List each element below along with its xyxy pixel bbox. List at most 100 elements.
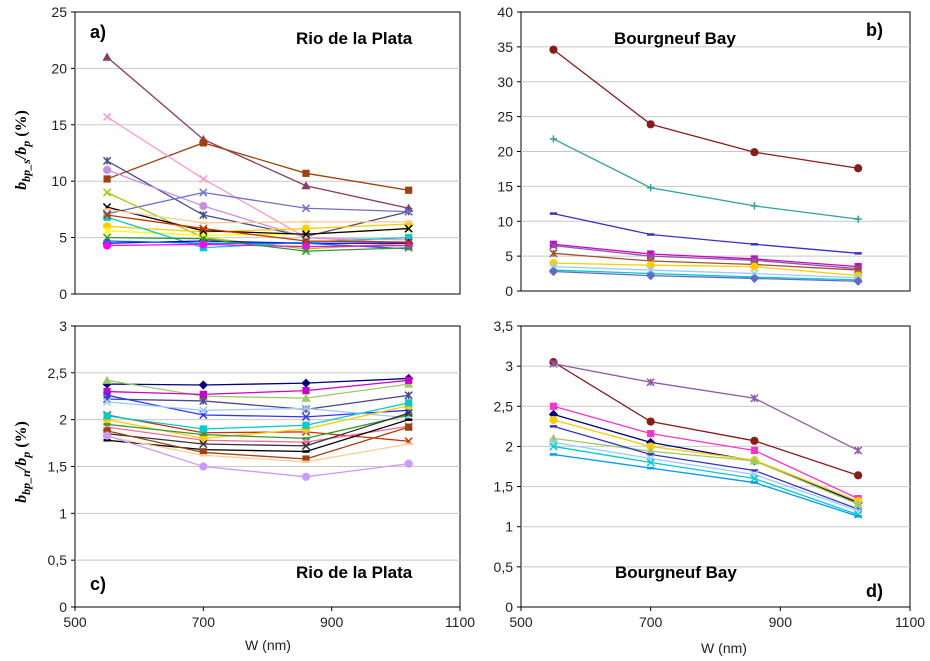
data-point bbox=[301, 204, 311, 213]
panel-a: 0 5 10 15 20 25 a) Rio de la Plata bbox=[51, 4, 461, 302]
y-tick-label: 0 bbox=[59, 599, 67, 615]
data-point bbox=[646, 417, 655, 426]
series-line-1 bbox=[553, 361, 859, 476]
data-point bbox=[646, 120, 655, 129]
y-tick-label: 30 bbox=[497, 74, 513, 90]
data-point bbox=[405, 234, 413, 242]
data-point bbox=[853, 276, 863, 286]
panel-d-title: Bourgneuf Bay bbox=[615, 563, 737, 582]
series-line-5 bbox=[553, 419, 859, 502]
data-point bbox=[103, 387, 111, 396]
y-tick-label: 3 bbox=[59, 318, 67, 334]
y-tick-label: 0 bbox=[59, 286, 67, 302]
series-line-8 bbox=[107, 223, 409, 233]
data-point bbox=[199, 234, 208, 243]
series-line-1 bbox=[107, 377, 409, 386]
data-point bbox=[302, 387, 310, 395]
data-point bbox=[199, 210, 208, 220]
data-point bbox=[102, 431, 112, 440]
series-line-2 bbox=[553, 138, 859, 220]
data-point bbox=[102, 188, 112, 197]
series-line-16 bbox=[106, 214, 409, 243]
y-tick-label: 0,5 bbox=[48, 552, 68, 568]
series-line-5 bbox=[553, 245, 859, 270]
data-point bbox=[405, 186, 413, 194]
data-point bbox=[404, 207, 413, 216]
data-point bbox=[750, 262, 759, 271]
series-line-3 bbox=[107, 379, 409, 396]
series-line-4 bbox=[553, 243, 859, 268]
data-point bbox=[646, 261, 655, 270]
y-tick-label: 10 bbox=[497, 213, 513, 229]
y-tick-label: 5 bbox=[59, 230, 67, 246]
data-point bbox=[549, 249, 558, 258]
series-line-3 bbox=[553, 405, 859, 500]
y-tick-label: 25 bbox=[497, 109, 513, 125]
series-line-10 bbox=[553, 453, 859, 517]
data-point bbox=[853, 499, 863, 508]
y-tick-label: 2 bbox=[505, 438, 513, 454]
series-line-10 bbox=[553, 270, 859, 282]
data-point bbox=[854, 164, 863, 173]
data-point bbox=[103, 412, 111, 420]
data-point bbox=[647, 250, 655, 258]
data-point bbox=[646, 271, 656, 281]
series-line-8 bbox=[553, 441, 859, 512]
data-point bbox=[646, 446, 656, 455]
y-tick-label: 0 bbox=[505, 283, 513, 299]
x-tick-label: 500 bbox=[63, 614, 87, 630]
series-line-17 bbox=[106, 208, 409, 224]
data-point bbox=[404, 237, 413, 247]
panel-c-title: Rio de la Plata bbox=[296, 563, 413, 582]
y-tick-label: 2 bbox=[59, 412, 67, 428]
panel-b: 0 5 10 15 20 25 30 35 40 b) Bourgneuf Bay bbox=[497, 4, 911, 299]
series-line-7 bbox=[106, 414, 409, 442]
data-point bbox=[854, 446, 863, 455]
data-point bbox=[750, 436, 759, 445]
panel-c: 0 0,5 1 1,5 2 2,5 3 500 700 900 1100 c) Rio de la… bbox=[48, 318, 476, 630]
data-point bbox=[199, 396, 208, 406]
series-line-1 bbox=[106, 56, 409, 209]
series-line-4 bbox=[107, 394, 409, 411]
data-point bbox=[102, 112, 112, 122]
panel-a-frame bbox=[74, 11, 461, 295]
series-line-8 bbox=[106, 425, 409, 443]
x-tick-label: 1100 bbox=[445, 614, 475, 630]
series-line-10 bbox=[106, 206, 409, 235]
panel-c-letter: c) bbox=[90, 574, 106, 594]
data-point bbox=[549, 240, 558, 248]
data-point bbox=[102, 226, 112, 235]
panel-d-letter: d) bbox=[866, 581, 883, 601]
series-line-6 bbox=[107, 401, 409, 419]
data-point bbox=[750, 148, 759, 157]
data-point bbox=[404, 459, 413, 468]
y-tick-label: 10 bbox=[51, 173, 67, 189]
series-line-3 bbox=[553, 212, 859, 254]
data-point bbox=[301, 472, 311, 481]
data-point bbox=[199, 425, 207, 433]
data-point bbox=[646, 378, 655, 387]
data-point bbox=[750, 474, 759, 483]
data-point bbox=[301, 247, 311, 256]
data-point bbox=[102, 210, 112, 220]
data-point bbox=[749, 456, 759, 465]
data-point bbox=[199, 224, 208, 233]
data-point bbox=[102, 379, 112, 389]
data-point bbox=[198, 380, 208, 390]
y-tick-label: 2,5 bbox=[494, 398, 514, 414]
data-point bbox=[549, 135, 558, 143]
y-tick-label: 40 bbox=[497, 4, 513, 20]
data-point bbox=[301, 412, 311, 421]
data-point bbox=[647, 429, 655, 438]
y-tick-label: 0,5 bbox=[494, 559, 514, 575]
panel-d-frame bbox=[520, 325, 911, 608]
y-tick-label: 20 bbox=[497, 144, 513, 160]
data-point bbox=[301, 181, 311, 190]
y-tick-label: 20 bbox=[51, 60, 67, 76]
x-axis-label-right: W (nm) bbox=[701, 640, 747, 656]
data-point bbox=[405, 376, 413, 384]
series-line-4 bbox=[553, 413, 859, 504]
panel-b-letter: b) bbox=[866, 20, 883, 40]
y-tick-label: 1,5 bbox=[494, 479, 514, 495]
y-tick-label: 5 bbox=[505, 248, 513, 264]
